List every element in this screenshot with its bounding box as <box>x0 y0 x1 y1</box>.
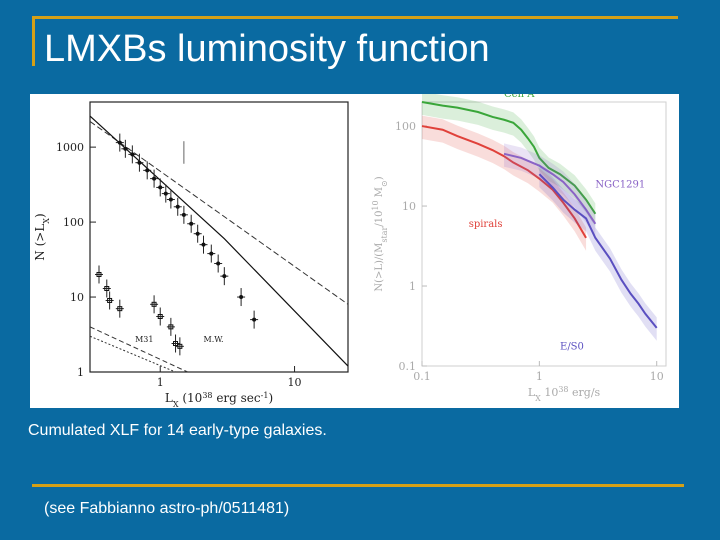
title-accent-bar <box>32 16 35 66</box>
data-point <box>222 274 227 279</box>
data-point <box>104 286 110 292</box>
series-line <box>538 173 658 329</box>
y-tick-label: 100 <box>395 120 416 133</box>
data-point <box>117 306 123 312</box>
right-xlf-chart: 0.1 1 10 100 0.1 1 10 Cen A spirals NGC1291 E/S0 LX… <box>371 94 667 403</box>
data-point <box>201 242 206 247</box>
x-tick-label: 0.1 <box>413 370 431 383</box>
x-axis-label: LX (1038 erg sec-1) <box>165 391 273 409</box>
y-tick-label: 1 <box>409 280 416 293</box>
data-point <box>177 343 183 349</box>
data-point <box>181 212 186 217</box>
series-line <box>503 152 597 225</box>
plot-frame <box>89 101 349 373</box>
series-label: E/S0 <box>560 342 584 353</box>
y-tick-label: 1000 <box>56 141 84 154</box>
series-line <box>421 125 587 239</box>
data-point <box>130 152 135 157</box>
series-label: NGC1291 <box>595 180 645 191</box>
series-label: spirals <box>469 219 503 230</box>
data-point <box>117 140 122 145</box>
x-tick-label: 1 <box>157 376 164 389</box>
uncertainty-band <box>539 163 657 341</box>
data-point <box>209 251 214 256</box>
y-tick-label: 100 <box>63 216 84 229</box>
annotation-label: M.W. <box>204 335 224 344</box>
figure-caption: Cumulated XLF for 14 early-type galaxies… <box>28 422 327 439</box>
x-tick-label: 10 <box>288 376 302 389</box>
y-axis-label: N (>LX) <box>33 213 51 260</box>
m31-model-line <box>89 326 188 373</box>
plot-frame <box>421 101 667 367</box>
uncertainty-band <box>422 115 587 251</box>
data-point <box>158 185 163 190</box>
model-line-dashed <box>89 121 349 305</box>
data-point <box>175 204 180 209</box>
data-point <box>168 197 173 202</box>
annotation-label: M31 <box>135 335 153 344</box>
title-rule <box>32 16 678 19</box>
footer-rule <box>32 484 684 487</box>
x-tick-label: 1 <box>536 370 543 383</box>
data-point <box>107 297 113 303</box>
data-point <box>157 314 163 320</box>
data-point <box>123 146 128 151</box>
data-point <box>252 317 257 322</box>
data-point <box>151 301 157 307</box>
uncertainty-band <box>504 143 596 237</box>
y-tick-label: 0.1 <box>399 360 417 373</box>
left-xlf-chart: 1 10 100 1000 1 10 M31 M.W. LX (1038 erg sec-1) N… <box>33 101 349 409</box>
model-line-solid <box>89 115 349 367</box>
data-point <box>163 191 168 196</box>
data-point <box>152 176 157 181</box>
y-tick-label: 10 <box>70 291 84 304</box>
data-point <box>189 221 194 226</box>
data-point <box>239 295 244 300</box>
data-point <box>168 324 174 330</box>
x-axis-label: LX 1038 erg/s <box>528 385 601 403</box>
series-line <box>421 101 597 215</box>
data-point <box>195 231 200 236</box>
y-tick-label: 10 <box>402 200 416 213</box>
x-tick-label: 10 <box>650 370 664 383</box>
y-axis-label: N(>L)/(Mstar/1010 M⊙) <box>371 176 389 291</box>
slide-title: LMXBs luminosity function <box>44 28 490 70</box>
mw-model-line <box>89 335 176 373</box>
reference-footnote: (see Fabbianno astro-ph/0511481) <box>44 500 290 517</box>
data-point <box>137 160 142 165</box>
figure-panel: 1 10 100 1000 1 10 M31 M.W. LX (1038 erg sec-1) N… <box>30 94 679 408</box>
data-point <box>96 271 102 277</box>
data-point <box>173 341 179 347</box>
data-point <box>145 168 150 173</box>
series-label: Cen A <box>504 94 535 100</box>
data-point <box>216 261 221 266</box>
y-tick-label: 1 <box>77 366 84 379</box>
